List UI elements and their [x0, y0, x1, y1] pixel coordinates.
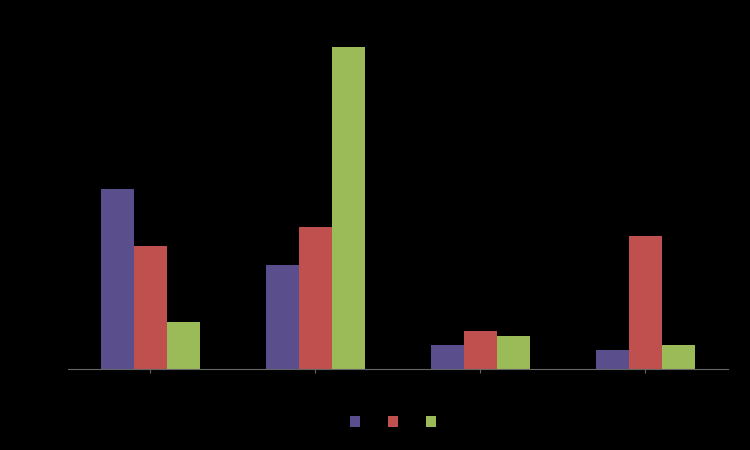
Bar [628, 236, 662, 369]
Bar [596, 350, 628, 369]
Legend:  ,  ,  : , , [345, 411, 450, 434]
Bar [464, 331, 496, 369]
Bar [430, 345, 464, 369]
Bar [100, 189, 134, 369]
Bar [266, 265, 298, 369]
Bar [298, 227, 332, 369]
Bar [496, 336, 530, 369]
Bar [134, 246, 166, 369]
Bar [662, 345, 694, 369]
Bar [332, 47, 364, 369]
Bar [166, 322, 200, 369]
